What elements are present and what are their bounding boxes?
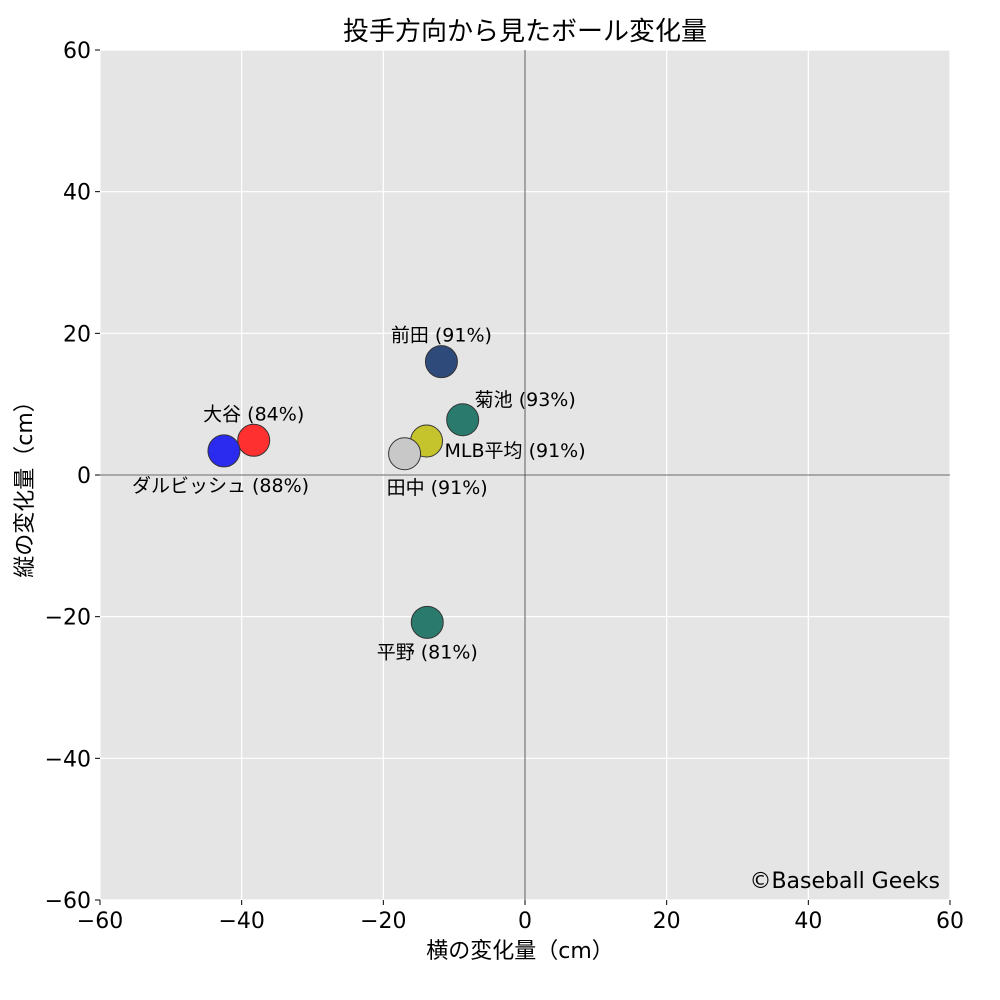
x-tick-label: −60	[77, 909, 123, 934]
y-tick-label: −60	[45, 889, 91, 914]
watermark-text: ©Baseball Geeks	[749, 869, 940, 894]
x-axis-label: 横の変化量（cm）	[426, 939, 614, 964]
scatter-point	[207, 434, 241, 468]
x-tick-label: −20	[360, 909, 406, 934]
axis-ticks: −60 −40 −20 0 20 40 60 −60 −40 −20 0 20 40 60	[45, 39, 964, 934]
x-tick-label: 40	[794, 909, 822, 934]
scatter-point	[410, 605, 444, 639]
point-label: MLB平均 (91%)	[445, 440, 586, 462]
point-label: 前田 (91%)	[391, 325, 492, 347]
scatter-point	[446, 403, 480, 437]
y-tick-label: −20	[45, 606, 91, 631]
y-tick-label: 60	[63, 39, 91, 64]
y-tick-label: 20	[63, 322, 91, 347]
y-tick-label: −40	[45, 747, 91, 772]
zero-axis-lines	[100, 50, 950, 900]
point-label: 菊池 (93%)	[475, 389, 576, 411]
scatter-point	[424, 345, 458, 379]
point-label: 田中 (91%)	[387, 477, 488, 499]
point-label: 平野 (81%)	[377, 641, 478, 663]
point-label: ダルビッシュ (88%)	[132, 475, 309, 497]
chart-title: 投手方向から見たボール変化量	[343, 17, 707, 47]
x-tick-label: 60	[936, 909, 964, 934]
point-label: 大谷 (84%)	[203, 403, 304, 425]
scatter-point	[388, 437, 422, 471]
y-tick-label: 40	[63, 181, 91, 206]
x-tick-label: 0	[518, 909, 532, 934]
data-points	[207, 345, 480, 639]
x-tick-label: −40	[218, 909, 264, 934]
scatter-point	[237, 423, 271, 457]
x-tick-label: 20	[653, 909, 681, 934]
y-axis-label: 縦の変化量（cm）	[13, 390, 38, 578]
point-labels: 前田 (91%) 菊池 (93%) MLB平均 (91%) 田中 (91%) 大谷 (8…	[132, 325, 586, 664]
y-tick-label: 0	[77, 464, 91, 489]
